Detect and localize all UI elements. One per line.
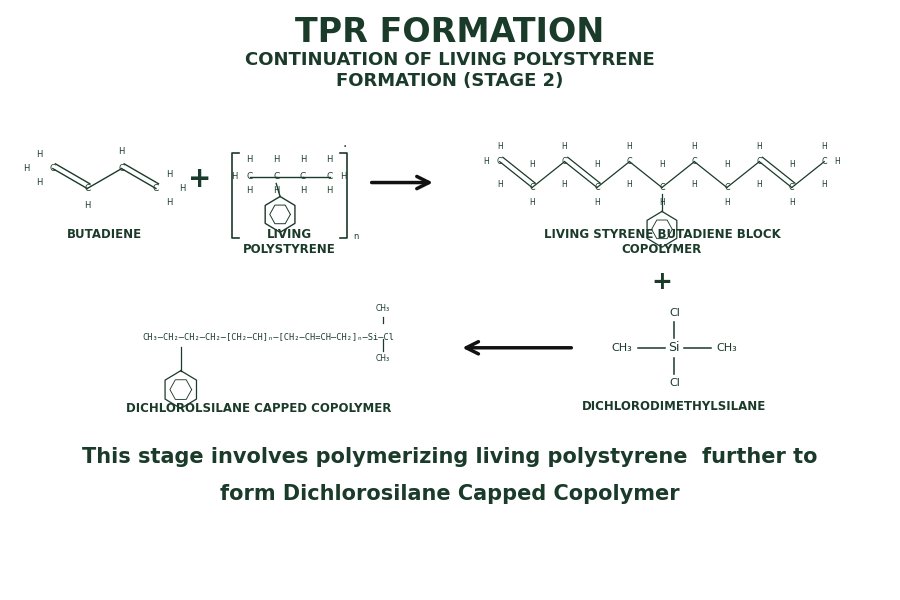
Text: H: H <box>626 142 633 151</box>
Text: H: H <box>327 186 333 195</box>
Text: H: H <box>166 198 173 207</box>
Text: C: C <box>789 183 795 192</box>
Text: H: H <box>340 172 346 181</box>
Text: C: C <box>822 157 827 166</box>
Text: H: H <box>822 180 827 189</box>
Text: C: C <box>247 172 253 181</box>
Text: H: H <box>300 186 306 195</box>
Text: H: H <box>659 160 665 169</box>
Text: DICHLOROLSILANE CAPPED COPOLYMER: DICHLOROLSILANE CAPPED COPOLYMER <box>126 401 392 415</box>
Text: CH₃–CH₂–CH₂–CH₂–[CH₂–CH]ₙ–[CH₂–CH=CH–CH₂]ₙ–Si–Cl: CH₃–CH₂–CH₂–CH₂–[CH₂–CH]ₙ–[CH₂–CH=CH–CH₂… <box>142 332 394 341</box>
Text: C: C <box>594 183 599 192</box>
Text: H: H <box>497 180 502 189</box>
Text: H: H <box>562 180 567 189</box>
Text: H: H <box>562 142 567 151</box>
Text: form Dichlorosilane Capped Copolymer: form Dichlorosilane Capped Copolymer <box>220 484 680 504</box>
Text: H: H <box>327 155 333 164</box>
Text: H: H <box>22 164 30 173</box>
Text: TPR FORMATION: TPR FORMATION <box>295 16 605 49</box>
Text: Cl: Cl <box>669 377 680 388</box>
Text: H: H <box>84 201 90 210</box>
Text: H: H <box>36 178 42 187</box>
Text: H: H <box>756 180 762 189</box>
Text: C: C <box>84 184 90 193</box>
Text: H: H <box>119 147 125 156</box>
Text: H: H <box>497 142 502 151</box>
Text: H: H <box>626 180 633 189</box>
Text: H: H <box>273 186 279 195</box>
Text: Si: Si <box>669 341 680 354</box>
Text: C: C <box>273 172 279 181</box>
Text: BUTADIENE: BUTADIENE <box>67 229 142 241</box>
Text: LIVING
POLYSTYRENE: LIVING POLYSTYRENE <box>243 229 336 256</box>
Text: C: C <box>757 157 762 166</box>
Text: C: C <box>691 157 698 166</box>
Text: H: H <box>822 142 827 151</box>
Text: H: H <box>659 198 665 207</box>
Text: H: H <box>691 180 698 189</box>
Text: CH₃: CH₃ <box>611 343 632 353</box>
Text: CH₃: CH₃ <box>376 304 391 313</box>
Text: C: C <box>50 164 56 173</box>
Text: H: H <box>166 170 173 179</box>
Text: C: C <box>659 183 665 192</box>
Text: H: H <box>833 157 840 166</box>
Text: CH₃: CH₃ <box>376 354 391 363</box>
Text: H: H <box>594 198 600 207</box>
Text: H: H <box>756 142 762 151</box>
Text: H: H <box>789 198 795 207</box>
Text: H: H <box>273 155 279 164</box>
Text: H: H <box>594 160 600 169</box>
Text: DICHLORODIMETHYLSILANE: DICHLORODIMETHYLSILANE <box>582 400 767 413</box>
Text: +: + <box>188 164 212 193</box>
Text: C: C <box>497 157 502 166</box>
Text: C: C <box>327 172 333 181</box>
Text: C: C <box>119 164 125 173</box>
Text: H: H <box>483 157 490 166</box>
Text: H: H <box>179 184 186 193</box>
Text: H: H <box>789 160 795 169</box>
Text: n: n <box>354 232 359 241</box>
Text: C: C <box>529 183 535 192</box>
Text: H: H <box>691 142 698 151</box>
Text: H: H <box>231 172 238 181</box>
Text: H: H <box>247 186 253 195</box>
Text: Cl: Cl <box>669 308 680 318</box>
Text: H: H <box>529 198 535 207</box>
Text: H: H <box>724 198 730 207</box>
Text: This stage involves polymerizing living polystyrene  further to: This stage involves polymerizing living … <box>82 447 818 467</box>
Text: C: C <box>562 157 567 166</box>
Text: CH₃: CH₃ <box>716 343 737 353</box>
Text: C: C <box>724 183 730 192</box>
Text: H: H <box>247 155 253 164</box>
Text: H: H <box>724 160 730 169</box>
Text: CONTINUATION OF LIVING POLYSTYRENE
FORMATION (STAGE 2): CONTINUATION OF LIVING POLYSTYRENE FORMA… <box>245 51 655 90</box>
Text: C: C <box>626 157 633 166</box>
Text: H: H <box>36 150 42 159</box>
Text: C: C <box>153 184 159 193</box>
Text: H: H <box>529 160 535 169</box>
Text: C: C <box>300 172 306 181</box>
Text: ·: · <box>343 140 347 154</box>
Text: LIVING STYRENE BUTADIENE BLOCK
COPOLYMER: LIVING STYRENE BUTADIENE BLOCK COPOLYMER <box>544 229 780 256</box>
Text: H: H <box>300 155 306 164</box>
Text: +: + <box>652 270 672 294</box>
